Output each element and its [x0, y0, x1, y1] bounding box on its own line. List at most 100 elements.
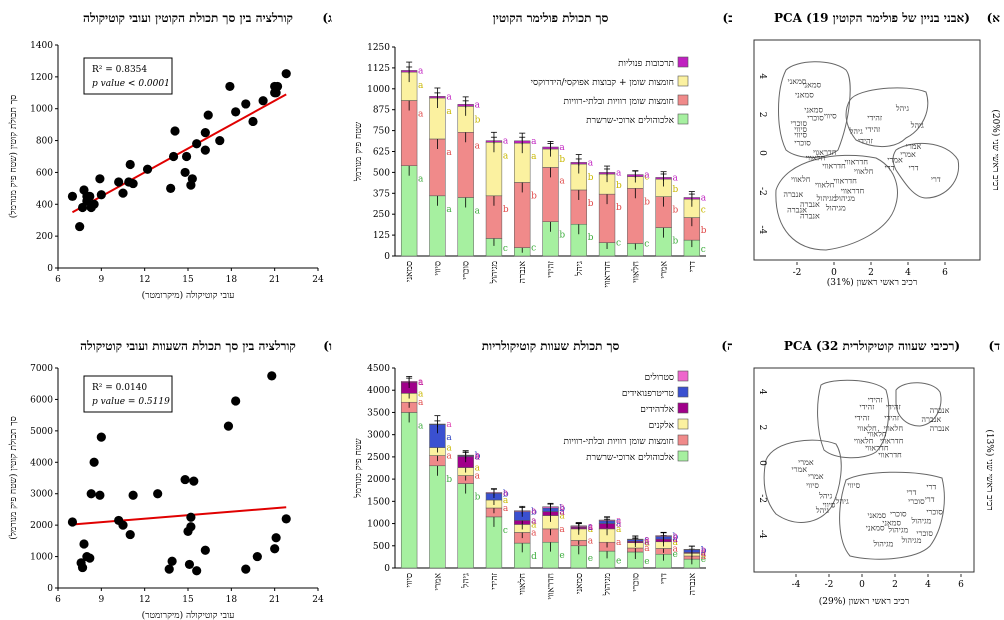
data-point — [125, 529, 135, 540]
x-tick-label: 9 — [98, 595, 104, 605]
pca-point-label: חדראווי — [822, 161, 846, 170]
x-tick-label: -2 — [793, 268, 802, 278]
data-point — [153, 489, 163, 499]
y-tick-label: 2000 — [30, 521, 53, 531]
significance-label: c — [644, 173, 649, 183]
y-tick-label: 0 — [757, 150, 767, 156]
pca-point-label: חלאווי — [854, 436, 874, 445]
pca-point-label: אנברה — [930, 406, 950, 415]
significance-label: b — [673, 185, 679, 195]
pca-point-label: גיהל — [849, 127, 863, 136]
significance-label: a — [616, 516, 622, 526]
data-point — [180, 167, 190, 178]
pca-point-label: זהידי — [886, 403, 901, 412]
significance-label: a — [503, 137, 509, 147]
significance-label: a — [588, 158, 594, 168]
y-tick-label: 6000 — [30, 395, 53, 405]
pca-point-label: דרי — [885, 163, 895, 172]
legend-swatch — [677, 370, 689, 382]
cutin-scatter-chart: קורלציה בין סך תכולת הקוטין ועובי קוטיקו… — [8, 11, 332, 301]
x-tick-label: 24 — [312, 595, 324, 605]
significance-label: a — [673, 173, 679, 183]
significance-label: b — [531, 508, 537, 518]
significance-label: b — [701, 546, 707, 556]
significance-label: a — [418, 66, 424, 76]
cluster-outline-3 — [775, 154, 898, 251]
x-tick-label: 15 — [182, 275, 194, 285]
y-tick-label: 1250 — [367, 43, 390, 53]
significance-label: b — [701, 226, 707, 236]
significance-label: a — [616, 525, 622, 535]
x-tick-label: 4 — [905, 268, 911, 278]
y-tick-label: 1000 — [30, 105, 53, 115]
pca-point-label: חלאווי — [867, 429, 887, 438]
significance-label: a — [475, 141, 481, 151]
cutin-bar-chart: סך תכולת פולימר הקוטין (ב 0 125 250 375 500 625… — [353, 11, 732, 287]
category-label: סמאני — [405, 261, 415, 282]
significance-label: c — [503, 244, 508, 254]
cluster-outlines — [763, 379, 945, 560]
data-point — [189, 476, 199, 486]
pca-point-label: סוכרי — [791, 119, 808, 128]
data-point — [118, 188, 128, 198]
significance-label: a — [475, 206, 481, 216]
y-tick-label: 500 — [373, 168, 390, 178]
pca-point-label: מגיהול — [834, 194, 855, 203]
significance-label: a — [559, 525, 565, 535]
data-point — [128, 178, 138, 189]
significance-label: a — [503, 496, 509, 506]
pca-point-label: אמרי — [798, 458, 814, 467]
x-axis-ticks: -4 -2 0 2 4 6 — [792, 574, 964, 590]
x-tick-label: 12 — [139, 275, 150, 285]
panel-title: PCA (19 אבני בניין של פולימר הקוטין) — [774, 11, 970, 25]
pca-point-label: חדראווי — [844, 158, 868, 167]
category-label: זהידי — [490, 573, 500, 590]
significance-label: b — [616, 203, 622, 213]
significance-label: a — [644, 171, 650, 181]
data-point — [281, 514, 291, 524]
panel-letter: (ג — [322, 11, 332, 25]
data-point — [167, 556, 177, 566]
significance-label: a — [531, 152, 537, 162]
significance-label: a — [616, 538, 622, 548]
data-point — [142, 164, 153, 174]
x-tick-label: 2 — [868, 268, 874, 278]
legend-label: אלדהידים — [640, 404, 674, 415]
y-tick-label: 1400 — [30, 41, 53, 51]
x-tick-label: 0 — [859, 580, 865, 590]
pca-point-label: סיווי — [847, 481, 860, 490]
pca-point-label: חלאווי — [815, 181, 835, 190]
data-point — [215, 135, 225, 146]
r-squared-label: R² = 0.8354 — [92, 65, 147, 75]
data-point — [272, 81, 283, 92]
pca-wax-panel: (ד PCA (32 רכיבי שעווה קוטיקולרית) זהידי… — [753, 339, 1000, 607]
x-tick-label: 6 — [958, 580, 964, 590]
significance-label: b — [475, 493, 481, 503]
significance-label: a — [616, 520, 622, 530]
y-tick-label: 250 — [373, 210, 390, 220]
significance-label: c — [531, 244, 536, 254]
data-point — [67, 191, 78, 201]
data-point — [200, 145, 210, 155]
significance-label: a — [588, 525, 594, 535]
x-tick-label: 15 — [182, 595, 194, 605]
y-tick-label: 1000 — [367, 520, 390, 530]
significance-label: a — [446, 205, 452, 215]
significance-label: a — [559, 512, 565, 522]
y-axis-title: רכיב ראשי שני (20%) — [990, 109, 1001, 190]
significance-label: b — [644, 197, 650, 207]
x-tick-label: 21 — [269, 595, 280, 605]
pca-point-label: מגיהול — [887, 525, 908, 534]
x-axis-title: רכיב ראשי ראשון (29%) — [819, 596, 910, 607]
significance-label: a — [418, 175, 424, 185]
pca-point-label: סיווי — [824, 111, 837, 120]
significance-label: b — [559, 155, 565, 165]
significance-label: a — [446, 148, 452, 158]
data-point — [95, 174, 105, 184]
x-axis-title: עובי קוטיקולה (מיקרומטר) — [142, 610, 235, 620]
data-point — [166, 183, 176, 193]
significance-label: a — [588, 523, 594, 533]
significance-label: b — [503, 205, 509, 215]
legend-swatch — [677, 75, 689, 87]
data-point — [271, 533, 281, 543]
